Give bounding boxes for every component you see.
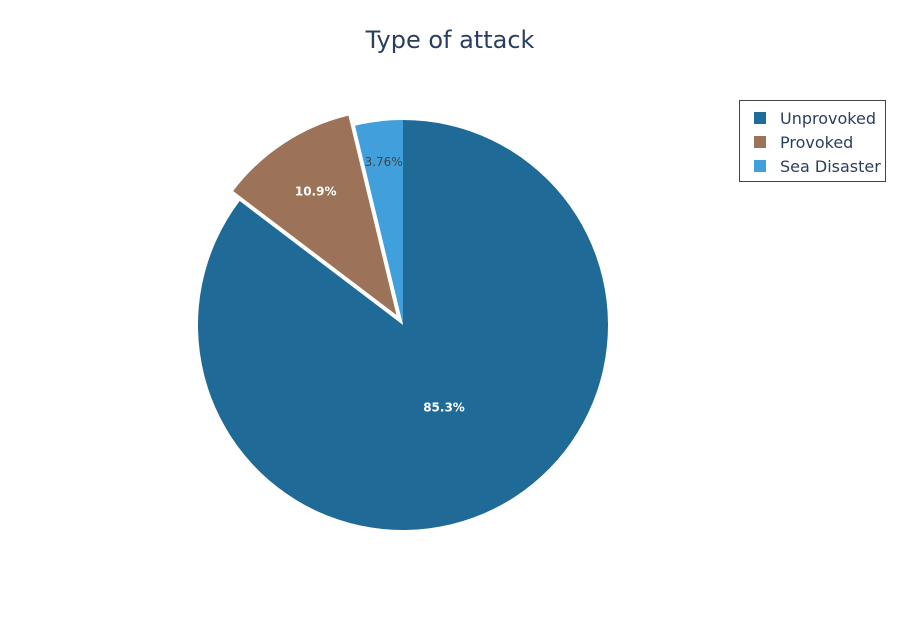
- legend-swatch-sea-disaster: [754, 160, 766, 172]
- slice-label-provoked: 10.9%: [295, 184, 337, 198]
- legend-item-sea-disaster[interactable]: Sea Disaster: [740, 154, 885, 178]
- pie-slice-unprovoked[interactable]: [198, 120, 608, 530]
- legend[interactable]: Unprovoked Provoked Sea Disaster: [739, 100, 886, 182]
- chart-title: Type of attack: [365, 26, 535, 54]
- legend-label-unprovoked: Unprovoked: [780, 108, 876, 128]
- slice-label-unprovoked: 85.3%: [423, 401, 465, 415]
- slice-label-sea-disaster: 3.76%: [365, 155, 403, 169]
- pie-slice-provoked[interactable]: [233, 115, 397, 315]
- legend-item-unprovoked[interactable]: Unprovoked: [740, 106, 885, 130]
- legend-label-provoked: Provoked: [780, 132, 854, 152]
- pie-slice-sea-disaster[interactable]: [354, 120, 403, 325]
- legend-swatch-provoked: [754, 136, 766, 148]
- legend-swatch-unprovoked: [754, 112, 766, 124]
- legend-label-sea-disaster: Sea Disaster: [780, 156, 881, 176]
- legend-item-provoked[interactable]: Provoked: [740, 130, 885, 154]
